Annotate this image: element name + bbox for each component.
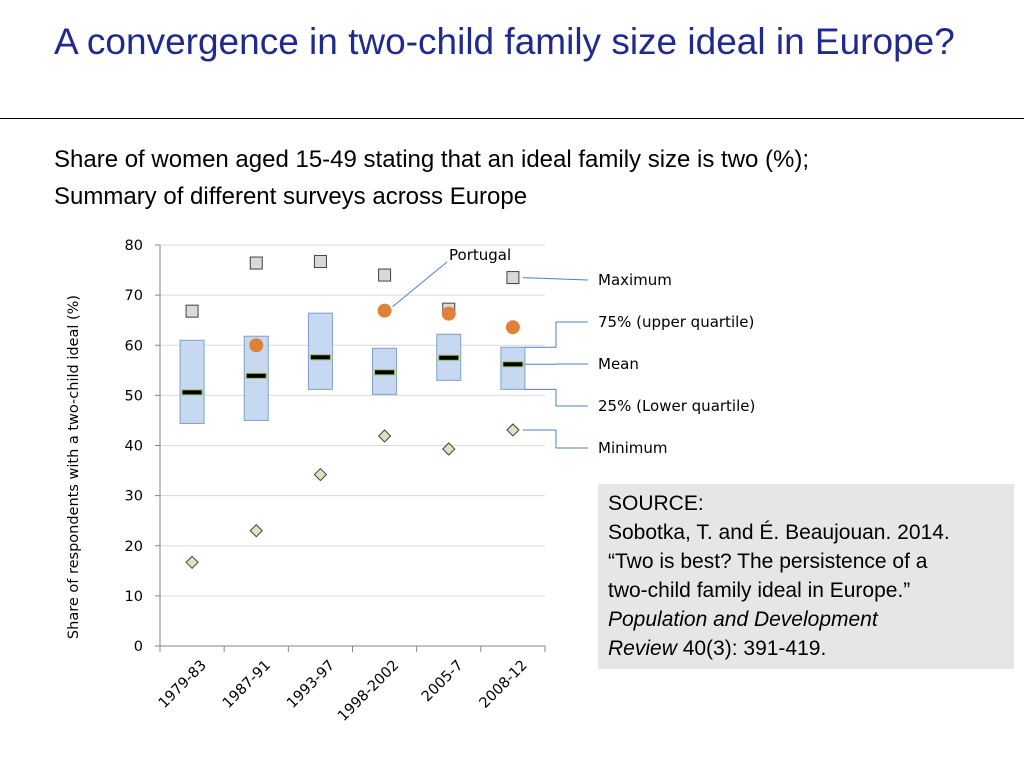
y-tick-label: 50 <box>125 388 143 404</box>
source-citation: 40(3): 391-419. <box>676 637 827 660</box>
x-tick-label: 1993-97 <box>284 658 338 712</box>
source-title-line-1: “Two is best? The persistence of a <box>608 550 928 573</box>
chart-legend-callouts: Portugal Maximum 75% (upper quartile) Mean 2… <box>392 246 755 457</box>
minimum-marker <box>506 423 520 437</box>
x-tick-label: 1979-83 <box>156 658 210 712</box>
portugal-marker <box>505 320 520 335</box>
legend-label-max: Maximum <box>598 271 672 289</box>
minimum-marker <box>377 429 392 443</box>
quartile-box <box>500 346 526 390</box>
source-box: SOURCE: Sobotka, T. and É. Beaujouan. 20… <box>598 484 1014 669</box>
y-tick-label: 30 <box>125 489 143 505</box>
legend-label-mean: Mean <box>598 355 639 373</box>
mean-marker <box>374 369 396 376</box>
legend-callout-line-q1 <box>524 388 588 407</box>
source-journal-line-2: Review 40(3): 391-419. <box>608 634 1004 663</box>
legend-callout-line-q3 <box>524 321 588 348</box>
chart-boxes <box>179 312 526 424</box>
y-tick-label: 0 <box>134 639 143 655</box>
y-tick-label: 70 <box>125 288 143 304</box>
legend-callout-line-max <box>522 277 589 281</box>
chart-markers <box>185 255 520 569</box>
chart-subtitle: Share of women aged 15-49 stating that a… <box>54 141 1014 215</box>
portugal-marker <box>441 306 456 321</box>
slide-title: A convergence in two-child family size i… <box>54 21 955 62</box>
y-axis-label: Share of respondents with a two-child id… <box>66 295 82 639</box>
y-tick-label: 60 <box>125 338 143 354</box>
subtitle-line-2: Summary of different surveys across Euro… <box>54 183 528 210</box>
maximum-marker <box>185 304 199 318</box>
legend-label-q1: 25% (Lower quartile) <box>598 397 755 415</box>
source-title-line-2: two-child family ideal in Europe.” <box>608 579 911 602</box>
portugal-marker <box>249 338 264 353</box>
maximum-marker <box>378 268 392 282</box>
y-tick-label: 20 <box>125 539 143 555</box>
mean-marker <box>181 389 203 396</box>
minimum-marker <box>185 555 199 569</box>
x-tick-label: 1998-2002 <box>335 658 402 725</box>
source-journal-line-1: Population and Development <box>608 608 878 631</box>
legend-callout-line-min <box>522 429 588 449</box>
y-tick-label: 80 <box>125 238 143 254</box>
quartile-box <box>179 339 205 424</box>
portugal-marker <box>377 303 392 318</box>
mean-marker <box>245 372 267 379</box>
y-tick-label: 10 <box>125 589 143 605</box>
maximum-marker <box>506 271 520 285</box>
x-tick-label: 1987-91 <box>220 658 274 712</box>
portugal-callout-line <box>392 261 448 308</box>
chart-gridlines <box>160 244 545 597</box>
source-heading: SOURCE: <box>608 492 704 515</box>
x-tick-label: 2005-7 <box>419 658 467 706</box>
mean-marker <box>438 354 460 361</box>
mean-marker <box>502 361 524 368</box>
subtitle-line-1: Share of women aged 15-49 stating that a… <box>54 146 810 173</box>
quartile-box <box>307 312 333 390</box>
source-authors: Sobotka, T. and É. Beaujouan. 2014. <box>608 521 950 544</box>
maximum-marker <box>313 255 327 269</box>
minimum-marker <box>313 467 328 482</box>
x-tick-label: 2008-12 <box>477 658 531 712</box>
maximum-marker <box>249 256 263 270</box>
mean-marker <box>309 354 331 361</box>
minimum-marker <box>442 442 456 456</box>
source-journal-name: Review <box>608 637 677 660</box>
legend-label-q3: 75% (upper quartile) <box>598 313 754 331</box>
title-divider <box>0 118 1024 119</box>
legend-label-min: Minimum <box>598 439 668 457</box>
portugal-callout-label: Portugal <box>449 246 511 264</box>
minimum-marker <box>249 524 263 538</box>
y-tick-label: 40 <box>125 439 143 455</box>
